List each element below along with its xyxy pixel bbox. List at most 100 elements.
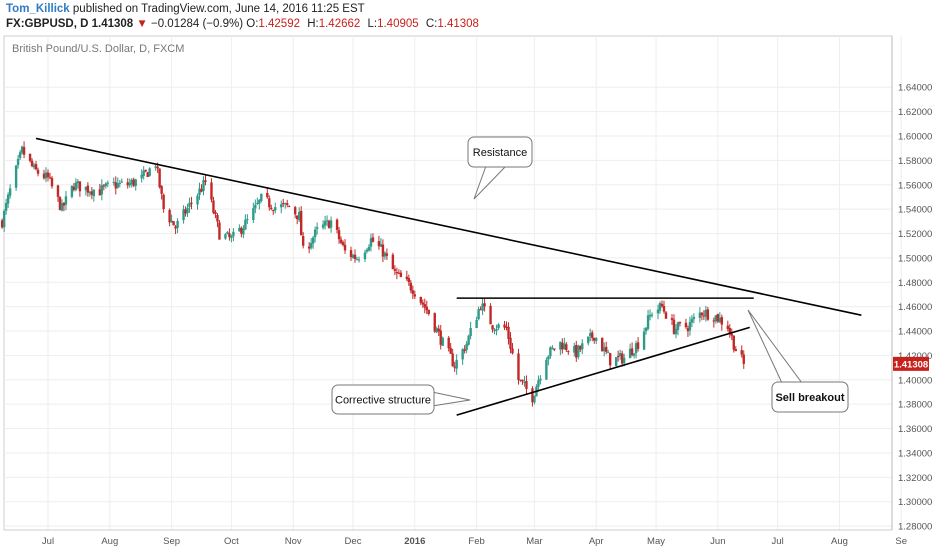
price-tick-label: 1.54000 (898, 205, 932, 216)
resistance-trendline[interactable] (35, 137, 862, 316)
candle-body (505, 326, 508, 328)
candle-body (212, 200, 215, 213)
candle-body (630, 348, 634, 356)
last-price: 1.41308 (91, 18, 134, 30)
candle-body (240, 227, 243, 234)
change-value: −0.01284 (−0.9%) (151, 18, 244, 30)
candle-body (335, 219, 339, 230)
candle-body (672, 319, 676, 334)
candle-body (405, 276, 409, 280)
candle-body (561, 342, 564, 350)
candle-body (656, 309, 660, 314)
candle-body (284, 203, 287, 205)
candle-body (325, 220, 329, 222)
symbol-label[interactable]: FX:GBPUSD, D (6, 18, 89, 30)
candle-body (369, 238, 373, 247)
candle-body (148, 168, 151, 176)
candle-body (270, 207, 273, 209)
candle-body (397, 272, 401, 274)
candle-body (441, 337, 444, 346)
price-tick-label: 1.42000 (898, 351, 932, 362)
candle-body (182, 209, 185, 221)
candle-body (489, 305, 492, 325)
candle-body (377, 241, 381, 247)
candle-body (461, 349, 464, 360)
candles (0, 141, 745, 407)
candle-body (455, 359, 458, 369)
candle-body (646, 315, 650, 329)
candle-body (126, 182, 129, 186)
candle-body (559, 341, 562, 350)
candle-body (202, 180, 205, 191)
candle-body (662, 305, 666, 312)
candle-body (507, 326, 510, 339)
candle-body (210, 182, 213, 200)
candle-body (698, 312, 702, 318)
candle-body (288, 205, 291, 207)
candle-body (186, 207, 189, 214)
corrective-callout[interactable]: Corrective structure (331, 384, 471, 415)
support-trendline[interactable] (456, 326, 750, 416)
candle-body (90, 191, 94, 195)
time-tick-label: Se (895, 536, 907, 547)
last-price-tag-text: 1.41308 (894, 359, 928, 370)
price-tick-label: 1.38000 (898, 400, 932, 411)
time-tick-label: Oct (224, 536, 239, 547)
published-text: published on TradingView.com, June 14, 2… (72, 3, 365, 15)
candle-body (451, 353, 454, 367)
candle-body (156, 166, 159, 169)
candle-body (616, 355, 620, 357)
candle-body (493, 330, 496, 332)
candle-body (176, 220, 179, 228)
candle-body (18, 152, 22, 158)
price-tick-label: 1.30000 (898, 497, 932, 508)
candle-body (295, 215, 299, 220)
time-tick-label: Jul (772, 536, 784, 547)
candle-body (168, 210, 171, 223)
candle-body (260, 193, 263, 201)
breakout-callout[interactable]: Sell breakout (747, 309, 849, 413)
candle-body (34, 164, 38, 170)
candle-body (517, 353, 520, 381)
candle-body (714, 315, 718, 322)
candle-body (421, 302, 424, 305)
candle-body (228, 233, 231, 238)
time-tick-label: Jul (42, 536, 54, 547)
breakout-callout-text: Sell breakout (775, 392, 844, 404)
candle-body (674, 328, 678, 335)
high-key: H: (307, 18, 319, 30)
candle-body (411, 290, 415, 294)
resistance-callout[interactable]: Resistance (467, 136, 533, 200)
candle-body (579, 346, 582, 350)
candle-body (379, 244, 383, 247)
candle-body (341, 242, 345, 245)
price-tick-label: 1.44000 (898, 327, 932, 338)
candle-body (740, 350, 743, 355)
candle-body (577, 345, 580, 358)
time-axis[interactable]: Jul Aug Sep Oct Nov Dec 2016 Feb Mar Apr May Jun Jul… (4, 529, 907, 547)
open-value: 1.42592 (258, 18, 300, 30)
candle-body (154, 166, 157, 168)
price-axis[interactable]: 1.28000 1.30000 1.32000 1.34000 1.36000 1.380… (893, 83, 932, 533)
candle-body (44, 172, 48, 179)
author-link[interactable]: Tom_Killick (6, 3, 70, 15)
candle-body (479, 308, 482, 310)
candle-body (409, 282, 413, 291)
candle-body (134, 179, 137, 186)
candle-body (313, 229, 317, 238)
candle-body (48, 177, 52, 179)
candle-body (634, 343, 638, 354)
candle-body (327, 220, 331, 229)
candle-body (563, 343, 566, 350)
price-tick-label: 1.52000 (898, 229, 932, 240)
candle-body (658, 303, 662, 311)
candle-body (644, 327, 648, 332)
candle-body (589, 333, 592, 337)
price-chart[interactable]: Resistance Corrective structure Sell break… (0, 34, 932, 550)
candle-body (280, 204, 283, 208)
candle-body (622, 357, 626, 364)
candle-body (678, 322, 682, 324)
candle-body (272, 210, 275, 212)
candle-body (337, 230, 341, 240)
price-tick-label: 1.46000 (898, 302, 932, 313)
